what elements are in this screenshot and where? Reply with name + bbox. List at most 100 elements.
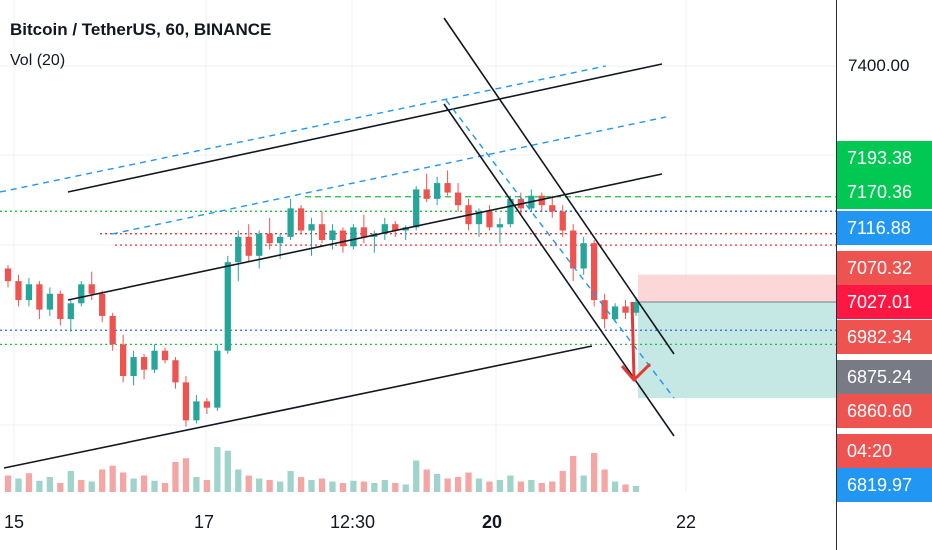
volume-bar: [161, 483, 169, 492]
volume-bar: [517, 481, 525, 492]
candle-body: [224, 262, 231, 351]
volume-bar: [25, 473, 33, 492]
volume-bar: [590, 453, 598, 492]
volume-bar: [256, 478, 263, 492]
volume-bar: [475, 478, 483, 492]
descending-channel-line: [443, 17, 675, 355]
time-tick-label: 17: [194, 512, 215, 532]
candle-body: [433, 183, 441, 199]
candle-body: [88, 284, 95, 294]
candle-body: [622, 306, 629, 313]
volume-bar: [381, 480, 388, 492]
symbol-legend[interactable]: Bitcoin / TetherUS, 60, BINANCE: [10, 20, 272, 39]
price-tag: 6982.34: [837, 320, 932, 354]
time-tick-label: 12:30: [330, 512, 376, 532]
price-tick-label: 7400.00: [848, 56, 910, 75]
volume-bar: [371, 483, 378, 492]
volume-bar: [276, 481, 284, 492]
price-tag: 7170.36: [837, 175, 932, 209]
descending-channel-line: [443, 103, 675, 437]
volume-bar: [297, 477, 305, 492]
volume-bar: [433, 474, 441, 492]
volume-bar: [235, 469, 242, 492]
candle-body: [193, 401, 200, 421]
candle-body: [297, 208, 305, 231]
volume-legend[interactable]: Vol (20): [10, 52, 66, 69]
volume-bar: [622, 484, 629, 492]
price-tag: 04:20: [837, 434, 932, 468]
volume-bar: [423, 469, 430, 492]
volume-bar: [559, 471, 566, 492]
dashed-channel-line: [111, 116, 667, 235]
volume-bar: [402, 484, 409, 492]
candle-body: [632, 302, 640, 313]
candle-body: [475, 211, 483, 225]
volume-bar: [392, 483, 399, 492]
price-axis-separator: [836, 0, 837, 550]
candle-body: [570, 230, 577, 269]
volume-bar: [287, 471, 294, 492]
down-arrow-shaft: [630, 301, 636, 379]
price-tag: 7027.01: [837, 285, 932, 319]
candle-body: [36, 284, 43, 310]
volume-bar: [99, 469, 106, 492]
volume-bar: [109, 465, 116, 492]
candle-body: [130, 357, 137, 377]
candle-body: [611, 306, 619, 320]
candle-body: [350, 227, 357, 247]
take-profit-zone: [638, 302, 836, 399]
candle-body: [308, 224, 315, 231]
candle-body: [381, 224, 388, 234]
candle-body: [172, 360, 179, 383]
candle-body: [4, 268, 12, 282]
volume-bar: [601, 469, 608, 492]
candle-body: [392, 224, 399, 231]
candle-body: [99, 293, 106, 316]
volume-bar: [496, 480, 504, 492]
candle-body: [538, 195, 545, 206]
volume-bar: [318, 478, 326, 492]
price-tag: 6860.60: [837, 394, 932, 428]
volume-bar: [15, 478, 22, 492]
candle-body: [580, 243, 587, 269]
volume-bar: [4, 475, 12, 492]
price-tag: 7193.38: [837, 141, 932, 175]
volume-bar: [538, 483, 545, 492]
channel-line: [67, 173, 663, 301]
volume-bar: [549, 481, 556, 492]
candle-body: [601, 300, 608, 320]
candle-body: [140, 357, 148, 370]
volume-bar: [203, 480, 211, 492]
volume-bar: [413, 460, 420, 492]
volume-bar: [528, 480, 535, 492]
candle-body: [559, 211, 566, 231]
price-tag: 7116.88: [837, 211, 932, 245]
candle-body: [276, 236, 284, 244]
candle-body: [496, 224, 504, 228]
time-tick-label: 20: [482, 512, 503, 532]
volume-bar: [245, 475, 252, 492]
channel-line: [67, 63, 663, 193]
price-tag: 6819.97: [837, 468, 932, 502]
descending-dashed-line: [445, 99, 675, 399]
candle-body: [46, 293, 54, 310]
volume-bar: [507, 475, 514, 492]
volume-bar: [465, 472, 472, 492]
stop-loss-zone: [638, 274, 836, 302]
volume-bar: [350, 480, 357, 492]
channel-line: [3, 345, 593, 469]
candle-body: [444, 183, 451, 193]
candle-body: [78, 284, 85, 304]
candle-body: [182, 382, 190, 421]
volume-bar: [67, 471, 74, 492]
volume-bar: [46, 477, 54, 492]
candle-body: [329, 230, 336, 240]
volume-bar: [140, 475, 148, 492]
candle-body: [266, 233, 273, 244]
candle-body: [549, 205, 556, 212]
candle-body: [256, 233, 263, 256]
candle-body: [360, 227, 368, 237]
volume-bar: [182, 458, 190, 492]
